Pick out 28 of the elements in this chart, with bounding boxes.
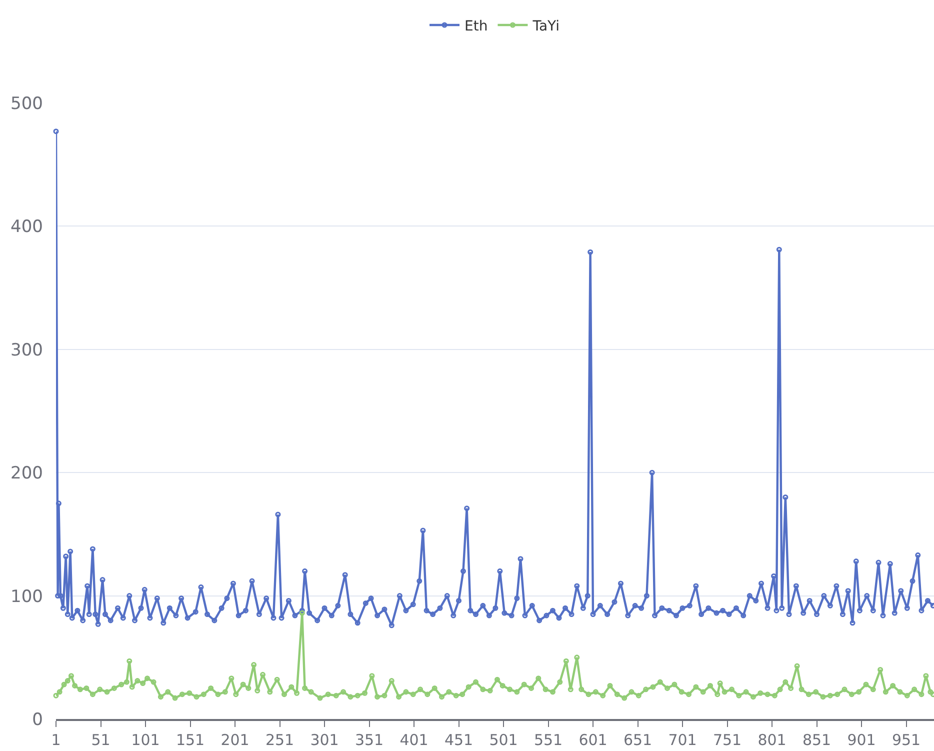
x-tick-label: 201 bbox=[220, 730, 250, 749]
x-tick-label: 101 bbox=[131, 730, 160, 749]
x-tick-label: 1 bbox=[51, 730, 61, 749]
x-tick-label: 351 bbox=[354, 730, 384, 749]
y-tick-label: 400 bbox=[10, 217, 43, 238]
x-tick-label: 801 bbox=[758, 730, 786, 749]
x-tick-label: 651 bbox=[623, 730, 652, 749]
x-tick-label: 301 bbox=[310, 730, 339, 749]
y-tick-label: 100 bbox=[10, 586, 43, 607]
x-tick-label: 751 bbox=[712, 730, 742, 749]
y-tick-label: 200 bbox=[10, 464, 43, 484]
y-tick-label: 500 bbox=[10, 94, 43, 114]
legend-label: Eth bbox=[464, 18, 488, 34]
x-tick-label: 551 bbox=[534, 730, 563, 749]
x-tick-label: 851 bbox=[802, 730, 832, 749]
x-tick-label: 951 bbox=[892, 730, 921, 749]
x-tick-label: 451 bbox=[444, 730, 474, 749]
x-tick-label: 601 bbox=[578, 730, 608, 749]
x-tick-label: 901 bbox=[847, 730, 876, 749]
x-tick-label: 51 bbox=[91, 730, 110, 749]
y-tick-label: 0 bbox=[32, 710, 43, 730]
x-tick-label: 401 bbox=[400, 730, 428, 749]
x-tick-label: 151 bbox=[176, 730, 205, 749]
legend-label: TaYi bbox=[532, 18, 560, 34]
x-tick-label: 251 bbox=[265, 730, 294, 749]
x-tick-label: 501 bbox=[489, 730, 518, 749]
x-tick-label: 701 bbox=[668, 730, 697, 749]
y-tick-label: 300 bbox=[10, 340, 43, 360]
